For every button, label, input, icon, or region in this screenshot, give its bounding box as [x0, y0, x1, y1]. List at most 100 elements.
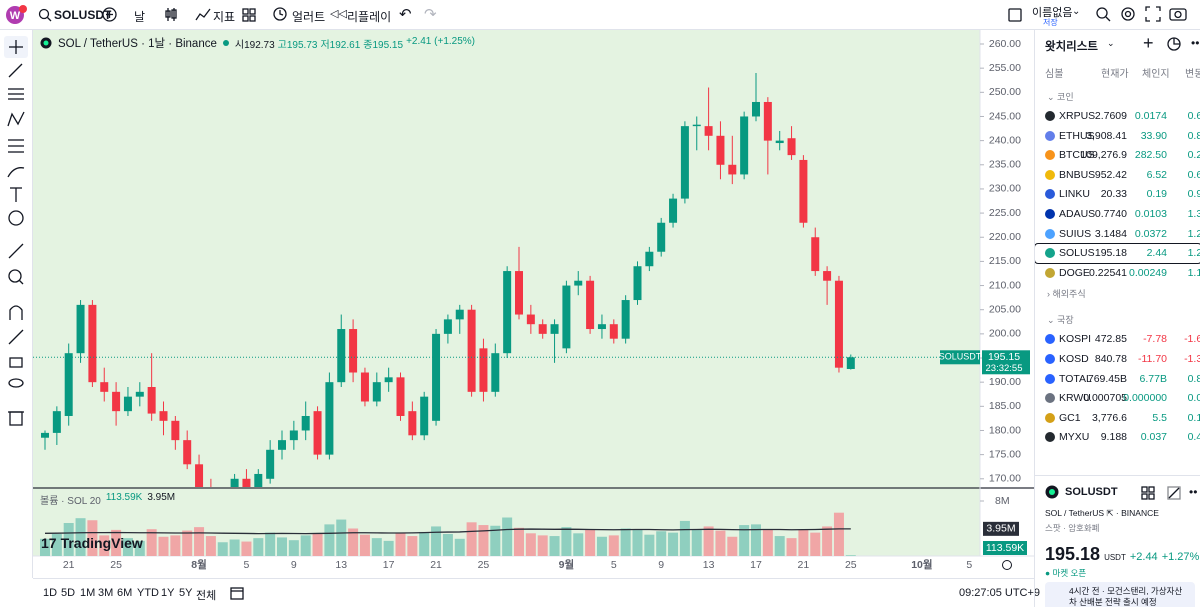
chart-type-button[interactable]	[164, 7, 178, 22]
range-button[interactable]: 5Y	[179, 587, 193, 599]
indicator-icon[interactable]	[195, 7, 211, 22]
cell-change: 0.19	[1146, 188, 1167, 201]
y-tick-label: 250.00	[989, 86, 1021, 98]
layout-icon[interactable]	[1008, 8, 1022, 22]
watchlist-row[interactable]: LINKU 20.33 0.19 0.94	[1035, 185, 1200, 204]
range-button[interactable]: 1D	[43, 587, 58, 599]
cell-change: 0.000000	[1123, 392, 1167, 405]
detail-edit[interactable]	[1167, 486, 1181, 500]
volume-bar	[324, 524, 335, 556]
cell-symbol: ADAUS	[1059, 208, 1096, 220]
undo-button[interactable]: ↶	[399, 6, 412, 23]
volume-bar	[786, 538, 797, 556]
watchlist-row[interactable]: GC1 3,776.6 5.5 0.15	[1035, 409, 1200, 428]
range-button[interactable]: YTD	[137, 587, 159, 599]
price-chart[interactable]: 260.00 255.00 250.00 245.00 240.00 235.00 230.…	[33, 30, 1034, 578]
watchlist-more[interactable]: ••	[1191, 36, 1200, 50]
range-button[interactable]: 1Y	[161, 587, 175, 599]
volume-bar	[87, 520, 98, 556]
quick-search[interactable]	[1095, 6, 1111, 22]
watchlist-title[interactable]: 왓치리스트	[1045, 41, 1098, 53]
range-button[interactable]: 전체	[196, 590, 217, 602]
alerts-button[interactable]: 얼러트	[292, 10, 326, 24]
layout-menu[interactable]: ⌄	[1072, 6, 1081, 17]
settings-button[interactable]	[1120, 6, 1136, 22]
candle-body	[752, 101, 760, 117]
watchlist-menu[interactable]: ⌄	[1107, 38, 1115, 48]
snapshot-button[interactable]	[1169, 6, 1187, 22]
redo-button[interactable]: ↷	[424, 6, 437, 23]
search-icon[interactable]	[38, 8, 52, 22]
save-button[interactable]: 저장	[1043, 18, 1058, 27]
replay-icon[interactable]: ◁◁	[330, 8, 347, 20]
x-tick-label: 5	[611, 559, 617, 571]
templates-button[interactable]	[242, 8, 256, 22]
cell-pct: 0.63	[1187, 110, 1200, 122]
detail-symbol[interactable]: SOLUSDT	[1065, 486, 1118, 498]
watchlist-row[interactable]: KOSD 840.78 -11.70 -1.37	[1035, 350, 1200, 369]
candle-body	[515, 271, 523, 315]
advanced-view[interactable]	[1167, 37, 1181, 51]
x-tick-label: 25	[478, 559, 490, 571]
cell-symbol: SOLUS	[1059, 247, 1095, 260]
candle-body	[41, 432, 49, 438]
x-tick-label: 10월	[911, 558, 932, 571]
section-header[interactable]: ⌄ 국장	[1047, 313, 1074, 326]
detail-more[interactable]: ••	[1189, 485, 1198, 499]
section-header[interactable]: › 해외주식	[1047, 287, 1086, 300]
fullscreen-button[interactable]	[1145, 6, 1161, 22]
candle-body	[408, 411, 417, 436]
range-button[interactable]: 6M	[117, 587, 133, 599]
interval-button[interactable]: 날	[134, 10, 146, 24]
candle-body	[266, 449, 275, 479]
range-button[interactable]: 3M	[98, 587, 114, 599]
watchlist-row[interactable]: MYXU 9.188 0.037 0.40	[1035, 428, 1200, 447]
replay-button[interactable]: 리플레이	[347, 10, 392, 24]
y-tick-label: 215.00	[989, 255, 1021, 267]
range-button[interactable]: 5D	[61, 587, 76, 599]
y-tick-label: 175.00	[989, 448, 1021, 460]
detail-layout[interactable]	[1141, 486, 1155, 500]
cell-pct: 1.35	[1187, 208, 1200, 220]
section-toggle: ⌄	[1047, 92, 1058, 102]
volume-bar	[253, 538, 264, 556]
symbol-search[interactable]: SOLUSDT	[54, 8, 112, 22]
candle-body	[550, 324, 559, 334]
cell-last: 20.33	[1100, 188, 1127, 201]
symbol-icon	[1045, 209, 1055, 219]
time-axis-settings[interactable]	[1002, 560, 1012, 570]
add-symbol[interactable]: +	[1143, 33, 1154, 53]
cell-symbol: XRPUS	[1059, 110, 1096, 122]
candle-body	[633, 266, 642, 301]
cell-last: 0.22541	[1089, 266, 1127, 279]
x-tick-label: 25	[110, 559, 122, 571]
volume-bar	[703, 526, 714, 556]
layout-name[interactable]: 이름없음	[1032, 7, 1073, 19]
compare-button[interactable]	[102, 7, 117, 22]
indicators-button[interactable]: 지표	[213, 10, 236, 24]
section-header[interactable]: ⌄ 코인	[1047, 90, 1074, 103]
volume-bar	[300, 535, 311, 556]
alert-icon[interactable]	[272, 6, 288, 22]
candle-body	[64, 353, 73, 416]
news-item[interactable]: 4시간 전 · 모건스탠리, 가상자산 차 산배분 전략 출시 예정	[1045, 582, 1195, 607]
volume-bar	[288, 540, 299, 556]
volume-bar	[715, 530, 726, 556]
volume-legend-ma: 3.95M	[147, 492, 176, 503]
volume-ma-line	[44, 528, 851, 535]
volume-bar	[656, 531, 667, 556]
profile-avatar[interactable]: W	[5, 4, 27, 26]
goto-date-button[interactable]	[229, 585, 245, 601]
range-button[interactable]: 1M	[80, 587, 96, 599]
